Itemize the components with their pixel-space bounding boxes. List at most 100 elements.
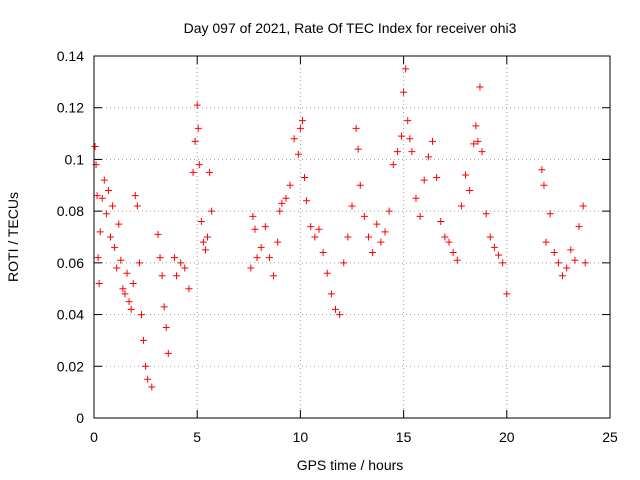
data-point xyxy=(311,233,319,241)
data-point xyxy=(420,176,428,184)
x-tick-label: 15 xyxy=(396,429,412,445)
data-point xyxy=(550,249,558,257)
data-point xyxy=(98,194,106,202)
data-point xyxy=(193,101,201,109)
data-point xyxy=(538,166,546,174)
data-point xyxy=(453,256,461,264)
tick-labels: 0 5 10 15 20 25 0 0.02 0.04 0.06 0.08 0.1 0.12 0.14 xyxy=(57,48,618,445)
data-point xyxy=(356,181,364,189)
data-point xyxy=(123,269,131,277)
data-point xyxy=(402,65,410,73)
data-point xyxy=(181,264,189,272)
data-point xyxy=(398,132,406,140)
data-point xyxy=(201,246,209,254)
data-point xyxy=(194,124,202,132)
y-tick-label: 0.1 xyxy=(65,151,85,167)
data-point xyxy=(160,303,168,311)
x-tick-label: 0 xyxy=(90,429,98,445)
data-point xyxy=(247,264,255,272)
data-point xyxy=(170,254,178,262)
data-point xyxy=(117,256,125,264)
axes xyxy=(93,55,611,419)
data-point xyxy=(95,280,103,288)
data-point xyxy=(142,362,150,370)
data-point xyxy=(478,148,486,156)
data-point xyxy=(315,225,323,233)
data-point xyxy=(270,272,278,280)
data-point xyxy=(94,254,102,262)
data-point xyxy=(360,212,368,220)
data-point xyxy=(327,290,335,298)
data-point xyxy=(107,233,115,241)
data-point xyxy=(377,238,385,246)
data-point xyxy=(412,194,420,202)
data-point xyxy=(286,181,294,189)
data-point xyxy=(437,217,445,225)
data-point xyxy=(111,243,119,251)
data-point xyxy=(206,168,214,176)
data-point xyxy=(348,202,356,210)
data-point xyxy=(428,137,436,145)
y-tick-label: 0.02 xyxy=(57,358,84,374)
data-point xyxy=(189,168,197,176)
data-point xyxy=(113,264,121,272)
data-point xyxy=(581,259,589,267)
data-point xyxy=(546,210,554,218)
data-point xyxy=(265,254,273,262)
data-point xyxy=(109,202,117,210)
data-point xyxy=(257,243,265,251)
plot-frame xyxy=(93,55,611,419)
data-point xyxy=(307,223,315,231)
data-point xyxy=(282,194,290,202)
data-point xyxy=(276,207,284,215)
y-tick-label: 0 xyxy=(76,410,84,426)
data-point xyxy=(369,249,377,257)
data-point xyxy=(164,349,172,357)
data-point xyxy=(433,174,441,182)
data-point xyxy=(381,228,389,236)
data-point xyxy=(331,305,339,313)
data-point xyxy=(449,249,457,257)
data-point xyxy=(121,290,129,298)
data-point xyxy=(253,254,261,262)
data-point xyxy=(278,199,286,207)
data-point xyxy=(290,135,298,143)
data-point xyxy=(208,207,216,215)
data-point xyxy=(133,202,141,210)
data-point xyxy=(571,256,579,264)
data-points xyxy=(91,65,589,391)
data-point xyxy=(482,210,490,218)
y-tick-label: 0.04 xyxy=(57,307,84,323)
y-tick-label: 0.14 xyxy=(57,48,84,64)
data-point xyxy=(319,249,327,257)
data-point xyxy=(336,311,344,319)
y-tick-label: 0.08 xyxy=(57,203,84,219)
x-tick-label: 20 xyxy=(499,429,515,445)
data-point xyxy=(131,192,139,200)
data-point xyxy=(298,117,306,125)
data-point xyxy=(472,122,480,130)
data-point xyxy=(563,264,571,272)
data-point xyxy=(303,197,311,205)
x-axis-title: GPS time / hours xyxy=(297,457,404,473)
data-point xyxy=(400,88,408,96)
data-point xyxy=(96,228,104,236)
data-point xyxy=(579,202,587,210)
data-point xyxy=(140,336,148,344)
data-point xyxy=(100,176,108,184)
x-tick-label: 5 xyxy=(193,429,201,445)
data-point xyxy=(424,153,432,161)
data-point xyxy=(125,298,133,306)
ticks xyxy=(93,55,611,419)
data-point xyxy=(197,217,205,225)
data-point xyxy=(470,140,478,148)
data-point xyxy=(185,285,193,293)
data-point xyxy=(466,186,474,194)
data-point xyxy=(119,285,127,293)
data-point xyxy=(575,223,583,231)
data-point xyxy=(457,202,465,210)
data-point xyxy=(542,238,550,246)
data-point xyxy=(441,233,449,241)
data-point xyxy=(104,186,112,194)
